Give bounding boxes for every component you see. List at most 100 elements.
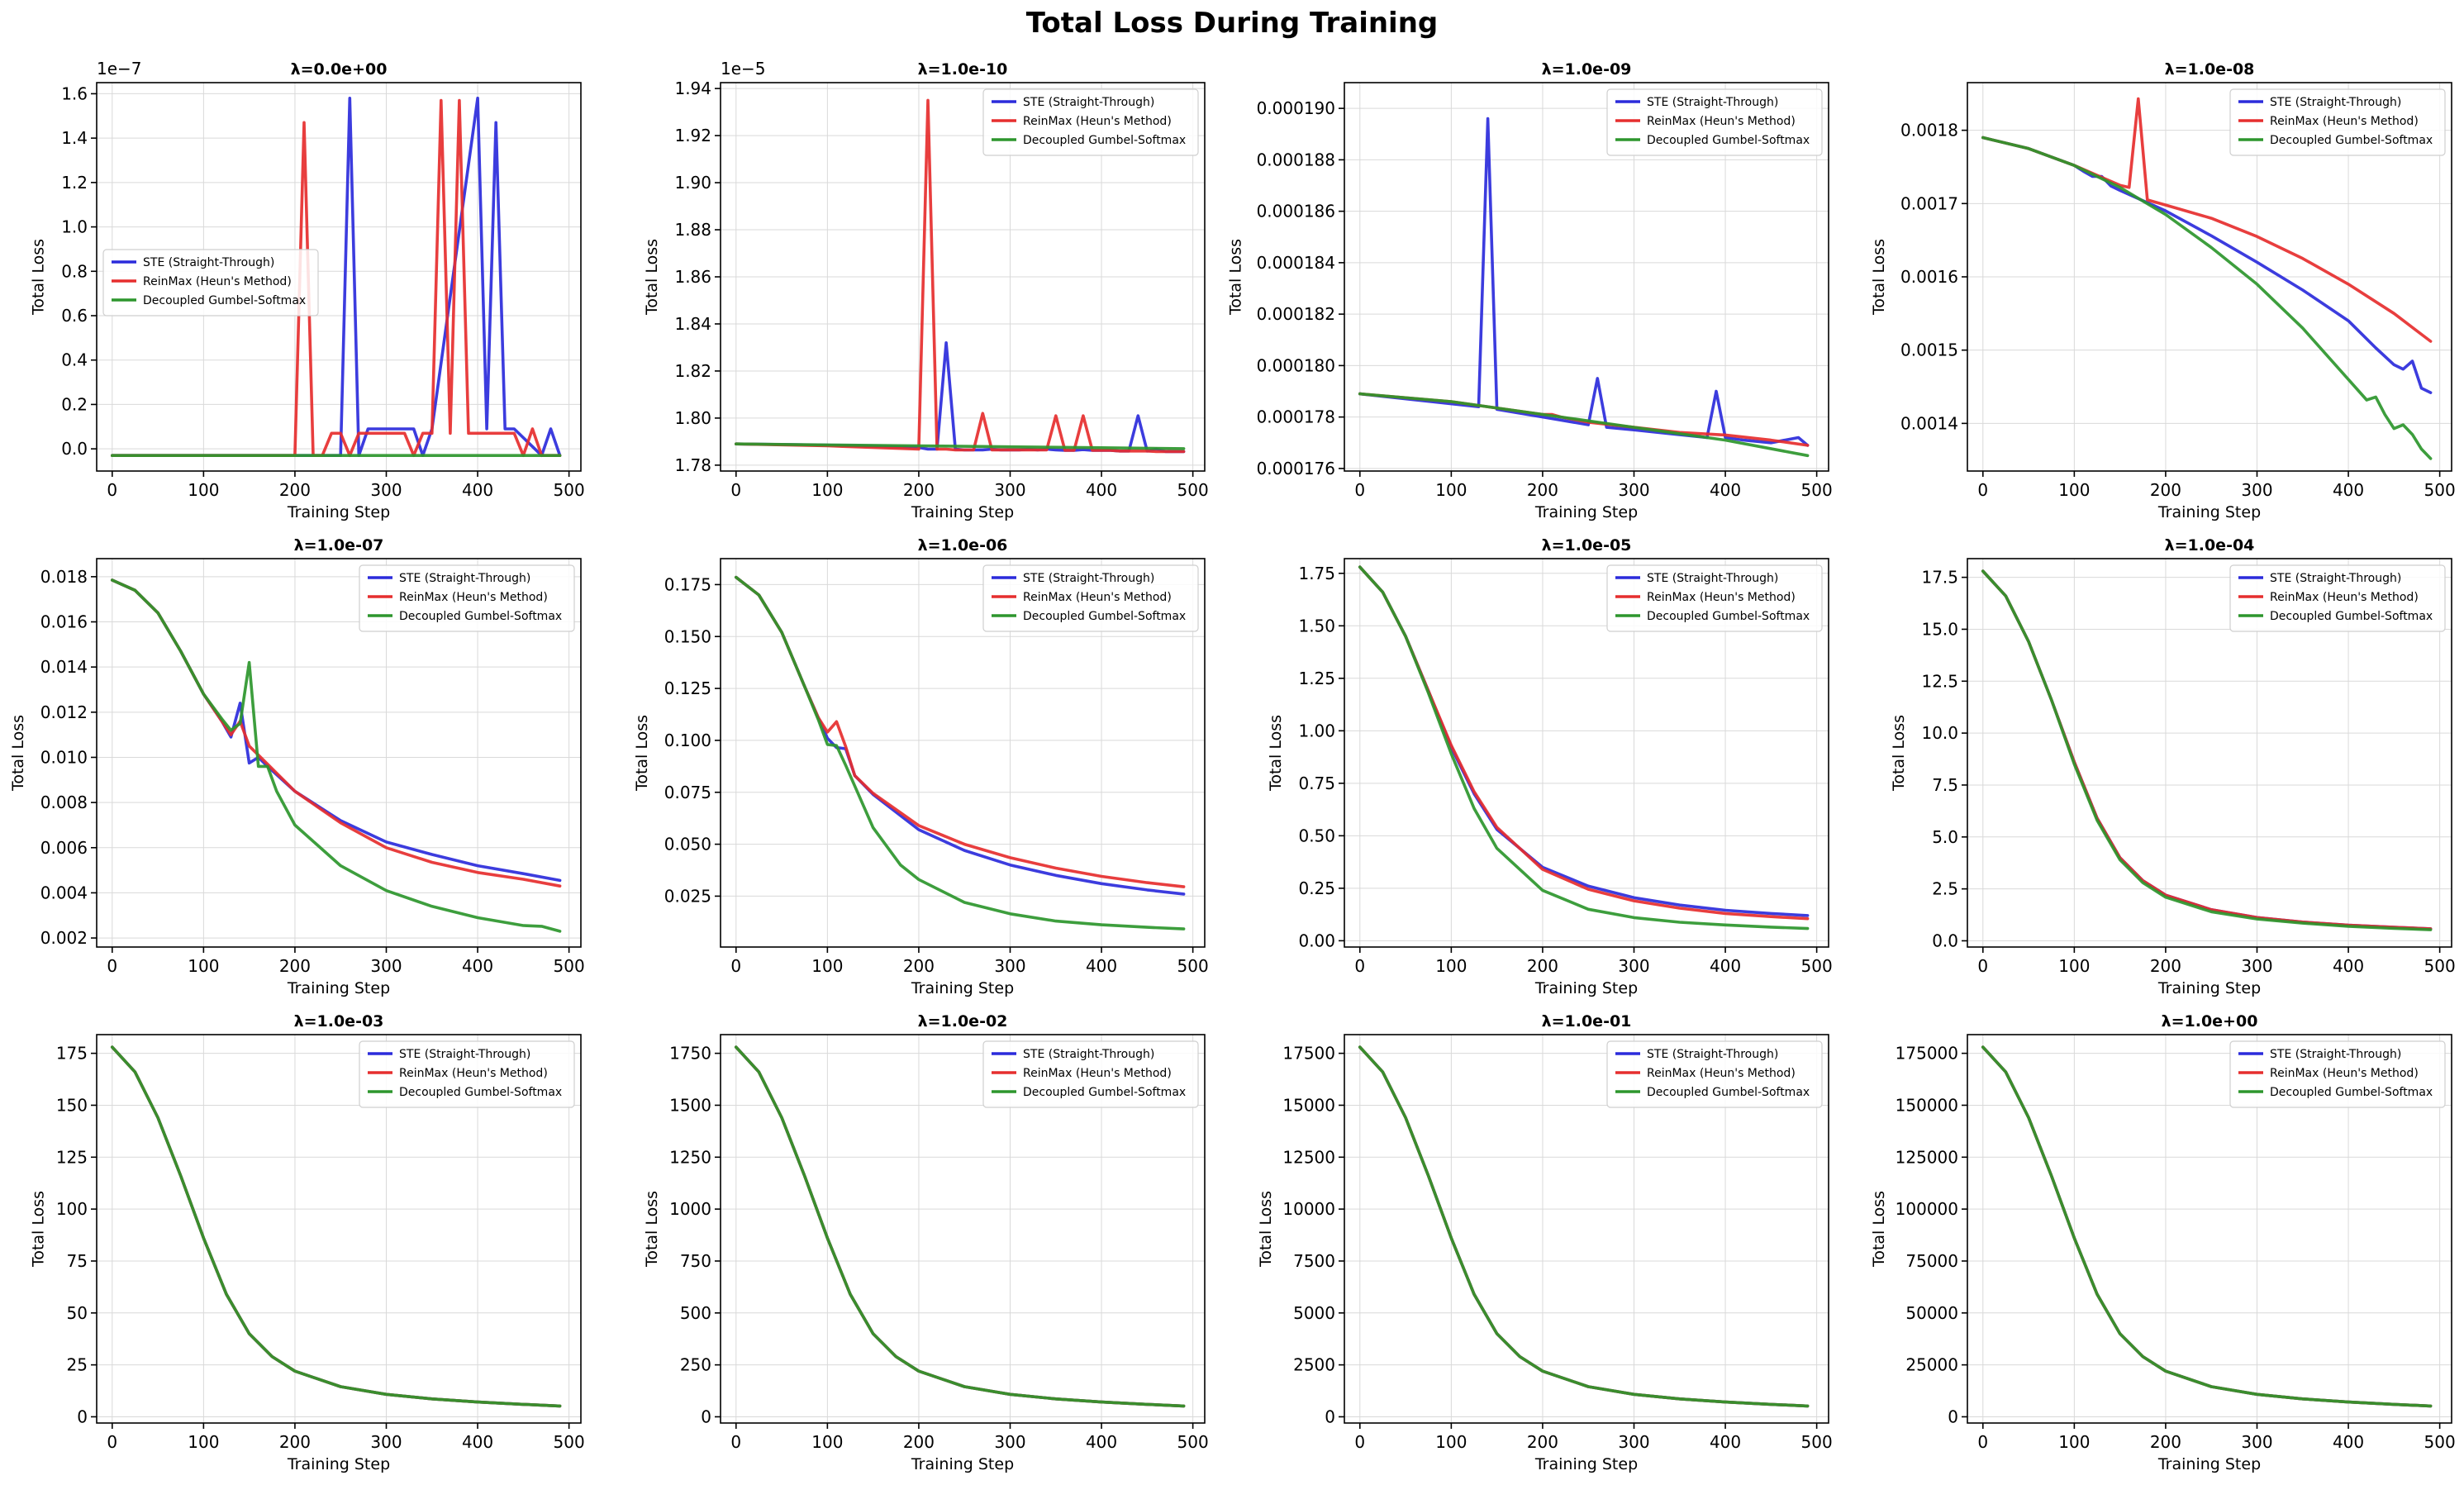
y-tick-label: 1.94 bbox=[674, 79, 711, 98]
series-line-gumbel bbox=[1358, 1045, 1810, 1408]
legend-box bbox=[1606, 88, 1823, 156]
plot-frame bbox=[1344, 82, 1829, 472]
series-line-reinmax bbox=[734, 98, 1186, 454]
x-tick-label: 300 bbox=[1618, 480, 1649, 500]
y-tick-label: 1.86 bbox=[674, 267, 711, 287]
y-tick-label: 1.25 bbox=[1298, 669, 1335, 688]
x-tick-label: 100 bbox=[1435, 480, 1467, 500]
y-tick-label: 500 bbox=[680, 1303, 711, 1323]
y-tick-label: 0.4 bbox=[61, 350, 88, 370]
x-axis-label: Training Step bbox=[287, 979, 390, 997]
legend: STE (Straight-Through) ReinMax (Heun's Me… bbox=[982, 564, 1199, 632]
x-tick-label: 0 bbox=[730, 480, 741, 500]
x-axis-label: Training Step bbox=[2157, 1455, 2261, 1473]
y-axis-label: Total Loss bbox=[29, 1191, 47, 1268]
y-tick-label: 150000 bbox=[1896, 1095, 1958, 1115]
x-tick-label: 0 bbox=[1354, 1432, 1365, 1452]
series-line-gumbel bbox=[1981, 136, 2433, 460]
plot-frame bbox=[1967, 558, 2452, 948]
y-tick-label: 50000 bbox=[1905, 1303, 1958, 1323]
subplot-title: λ=1.0e-03 bbox=[294, 1012, 384, 1030]
subplot-title: λ=1.0e-04 bbox=[2165, 536, 2255, 554]
legend-label: STE (Straight-Through) bbox=[2270, 572, 2401, 585]
y-tick-label: 0.000188 bbox=[1257, 150, 1335, 169]
legend-label: STE (Straight-Through) bbox=[2270, 1048, 2401, 1061]
series-line-gumbel bbox=[1358, 392, 1810, 458]
x-tick-label: 0 bbox=[107, 956, 117, 976]
legend-box bbox=[2229, 88, 2446, 156]
y-tick-label: 0.000178 bbox=[1257, 407, 1335, 427]
x-tick-label: 400 bbox=[1710, 480, 1741, 500]
y-tick-label: 0.25 bbox=[1298, 878, 1335, 898]
legend-label: Decoupled Gumbel-Softmax bbox=[2270, 610, 2433, 623]
x-axis-label: Training Step bbox=[2157, 979, 2261, 997]
x-axis-label: Training Step bbox=[1534, 1455, 1638, 1473]
y-tick-label: 0.012 bbox=[40, 702, 88, 722]
y-tick-label: 0.004 bbox=[40, 883, 88, 902]
subplot-3: 0 100 200 300 400 500 0.000176 0.000178 0.000180… bbox=[1226, 60, 1832, 521]
y-tick-label: 0.016 bbox=[40, 612, 88, 632]
x-tick-label: 400 bbox=[1710, 1432, 1741, 1452]
y-tick-label: 15.0 bbox=[1921, 619, 1958, 639]
y-tick-label: 0 bbox=[1948, 1406, 1958, 1426]
y-tick-label: 1.75 bbox=[1298, 564, 1335, 583]
y-tick-label: 25000 bbox=[1905, 1355, 1958, 1375]
legend-box bbox=[359, 564, 575, 632]
y-tick-label: 5.0 bbox=[1932, 827, 1958, 847]
plot-frame bbox=[720, 1034, 1206, 1424]
y-axis-label: Total Loss bbox=[643, 1191, 661, 1268]
x-tick-label: 200 bbox=[279, 1432, 311, 1452]
y-tick-label: 0 bbox=[77, 1406, 88, 1426]
plot-frame bbox=[96, 1034, 582, 1424]
legend: STE (Straight-Through) ReinMax (Heun's Me… bbox=[2229, 564, 2446, 632]
x-tick-label: 300 bbox=[370, 956, 402, 976]
legend-label: STE (Straight-Through) bbox=[1023, 1048, 1154, 1061]
legend-label: Decoupled Gumbel-Softmax bbox=[1647, 134, 1810, 147]
y-tick-label: 1.90 bbox=[674, 173, 711, 193]
y-tick-label: 75 bbox=[67, 1251, 88, 1271]
y-tick-label: 0.000182 bbox=[1257, 304, 1335, 324]
legend-label: ReinMax (Heun's Method) bbox=[1023, 591, 1172, 604]
x-tick-label: 400 bbox=[462, 1432, 493, 1452]
legend-label: Decoupled Gumbel-Softmax bbox=[2270, 1086, 2433, 1099]
series-line-gumbel bbox=[1981, 569, 2433, 931]
x-tick-label: 300 bbox=[994, 956, 1025, 976]
y-tick-label: 0.010 bbox=[40, 747, 88, 767]
y-tick-label: 25 bbox=[67, 1355, 88, 1375]
x-tick-label: 500 bbox=[2424, 956, 2456, 976]
legend-box bbox=[982, 564, 1199, 632]
y-tick-label: 0.002 bbox=[40, 928, 88, 948]
x-tick-label: 500 bbox=[1801, 480, 1833, 500]
plot-frame bbox=[1967, 1034, 2452, 1424]
legend-label: STE (Straight-Through) bbox=[1647, 1048, 1778, 1061]
y-tick-label: 0.2 bbox=[61, 394, 88, 414]
x-tick-label: 300 bbox=[370, 480, 402, 500]
x-tick-label: 100 bbox=[1435, 956, 1467, 976]
series-line-gumbel bbox=[1358, 565, 1810, 931]
legend-label: ReinMax (Heun's Method) bbox=[2270, 591, 2419, 604]
legend-box bbox=[982, 1040, 1199, 1108]
x-tick-label: 300 bbox=[994, 480, 1025, 500]
x-tick-label: 500 bbox=[1177, 480, 1209, 500]
subplot-title: λ=1.0e-10 bbox=[918, 60, 1008, 79]
y-tick-label: 1.92 bbox=[674, 126, 711, 145]
legend: STE (Straight-Through) ReinMax (Heun's Me… bbox=[1606, 88, 1823, 156]
legend-label: STE (Straight-Through) bbox=[1023, 96, 1154, 109]
x-tick-label: 400 bbox=[2333, 1432, 2364, 1452]
legend-label: ReinMax (Heun's Method) bbox=[143, 275, 292, 288]
y-tick-label: 17500 bbox=[1282, 1044, 1335, 1064]
y-tick-label: 175 bbox=[56, 1044, 88, 1064]
y-tick-label: 0.050 bbox=[664, 835, 711, 854]
y-tick-label: 0.150 bbox=[664, 626, 711, 646]
legend: STE (Straight-Through) ReinMax (Heun's Me… bbox=[2229, 1040, 2446, 1108]
y-tick-label: 0.000190 bbox=[1257, 98, 1335, 118]
series-line-gumbel bbox=[1981, 1045, 2433, 1408]
legend-label: ReinMax (Heun's Method) bbox=[2270, 1067, 2419, 1080]
legend-box bbox=[2229, 1040, 2446, 1108]
legend-label: ReinMax (Heun's Method) bbox=[1647, 1067, 1796, 1080]
x-tick-label: 200 bbox=[1527, 1432, 1558, 1452]
y-tick-label: 75000 bbox=[1905, 1251, 1958, 1271]
y-tick-label: 2.5 bbox=[1932, 879, 1958, 899]
subplot-title: λ=0.0e+00 bbox=[291, 60, 388, 79]
y-tick-label: 0.8 bbox=[61, 261, 88, 281]
